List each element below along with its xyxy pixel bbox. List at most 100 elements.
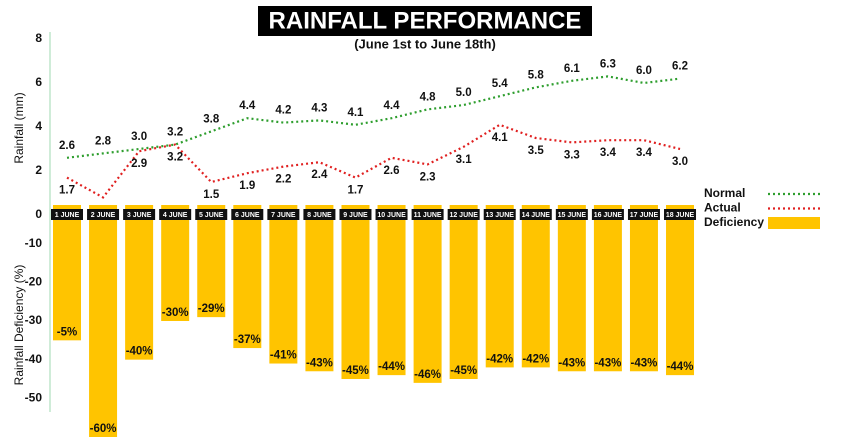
bar — [53, 205, 81, 341]
legend-label: Deficiency — [704, 215, 764, 229]
data-label: 3.8 — [203, 113, 220, 125]
legend-swatch — [768, 217, 820, 229]
y-tick-label: 8 — [35, 31, 42, 45]
bar — [521, 205, 550, 368]
data-label: -43% — [594, 357, 621, 369]
bar — [197, 205, 226, 318]
data-label: 2.9 — [131, 158, 147, 170]
data-label: -44% — [667, 361, 694, 373]
data-label: 2.3 — [420, 171, 436, 183]
line — [66, 123, 681, 199]
chart-subtitle: (June 1st to June 18th) — [354, 36, 496, 51]
category-box — [195, 209, 228, 220]
category-box — [267, 209, 300, 220]
data-label: 1.9 — [239, 180, 255, 192]
data-label: 5.0 — [456, 87, 472, 99]
data-label: 5.8 — [528, 69, 545, 81]
category-box — [231, 209, 264, 220]
category-box — [123, 209, 156, 220]
data-label: 2.6 — [384, 165, 400, 177]
y-tick-label: -50 — [25, 391, 43, 405]
chart-title: RAINFALL PERFORMANCE — [269, 7, 582, 34]
x-tick-label: 17 JUNE — [630, 212, 659, 219]
bar — [666, 205, 695, 376]
bar — [161, 205, 190, 321]
data-label: 3.0 — [131, 131, 147, 143]
data-label: 5.4 — [492, 78, 509, 90]
data-label: 3.5 — [528, 145, 545, 157]
legend-label: Normal — [704, 186, 745, 200]
data-label: -5% — [57, 326, 77, 338]
category-box — [339, 209, 372, 220]
title-box — [258, 6, 592, 36]
bar — [269, 205, 298, 364]
bar — [341, 205, 370, 379]
bar — [125, 205, 154, 360]
data-label: 3.2 — [167, 152, 183, 164]
category-box — [303, 209, 336, 220]
category-box — [627, 209, 660, 220]
data-label: -40% — [126, 346, 153, 358]
data-label: -46% — [414, 369, 441, 381]
data-label: -37% — [234, 334, 261, 346]
data-label: 1.7 — [59, 185, 75, 197]
data-label: -45% — [450, 365, 477, 377]
category-box — [591, 209, 624, 220]
data-label: -43% — [558, 357, 585, 369]
data-label: 6.2 — [672, 61, 688, 73]
y-tick-label: 2 — [35, 163, 42, 177]
category-box — [555, 209, 588, 220]
y-tick-label: -20 — [25, 275, 43, 289]
data-label: -60% — [90, 423, 117, 435]
data-label: 1.5 — [203, 189, 220, 201]
x-tick-label: 3 JUNE — [127, 212, 152, 219]
data-label: 2.8 — [95, 135, 112, 147]
y-axis-label: Rainfall (mm) — [12, 92, 26, 163]
data-label: 4.8 — [420, 91, 437, 103]
x-tick-label: 8 JUNE — [307, 212, 332, 219]
data-label: -44% — [378, 361, 405, 373]
data-label: -45% — [342, 365, 369, 377]
bar — [413, 205, 442, 383]
data-label: 4.4 — [239, 100, 256, 112]
data-label: 3.3 — [564, 149, 580, 161]
category-box — [447, 209, 480, 220]
x-tick-label: 7 JUNE — [271, 212, 296, 219]
data-label: -42% — [522, 353, 549, 365]
x-tick-label: 9 JUNE — [343, 212, 368, 219]
data-label: 6.0 — [636, 65, 652, 77]
line — [66, 75, 681, 159]
bar — [629, 205, 658, 372]
x-tick-label: 4 JUNE — [163, 212, 188, 219]
x-tick-label: 16 JUNE — [594, 212, 623, 219]
bar — [305, 205, 334, 372]
bar — [233, 205, 262, 349]
data-label: -30% — [162, 307, 189, 319]
bar — [557, 205, 586, 372]
category-box — [483, 209, 516, 220]
x-tick-label: 6 JUNE — [235, 212, 260, 219]
data-label: 4.4 — [384, 100, 401, 112]
data-label: 6.1 — [564, 63, 581, 75]
bar — [377, 205, 406, 376]
data-label: 4.1 — [492, 132, 509, 144]
data-label: 3.1 — [456, 154, 473, 166]
x-tick-label: 10 JUNE — [377, 212, 406, 219]
x-tick-label: 13 JUNE — [486, 212, 515, 219]
data-label: -43% — [306, 357, 333, 369]
legend-label: Actual — [704, 201, 741, 215]
x-tick-label: 12 JUNE — [449, 212, 478, 219]
data-label: -41% — [270, 350, 297, 362]
bar — [89, 205, 118, 437]
category-box — [519, 209, 552, 220]
x-tick-label: 1 JUNE — [55, 212, 80, 219]
category-box — [375, 209, 408, 220]
data-label: 4.2 — [275, 105, 291, 117]
data-label: 3.0 — [672, 156, 688, 168]
data-label: 2.6 — [59, 140, 75, 152]
x-tick-label: 11 JUNE — [414, 212, 442, 219]
data-label: 3.4 — [600, 147, 617, 159]
data-label: 2.4 — [311, 169, 328, 181]
bar — [485, 205, 514, 368]
category-box — [51, 209, 83, 220]
